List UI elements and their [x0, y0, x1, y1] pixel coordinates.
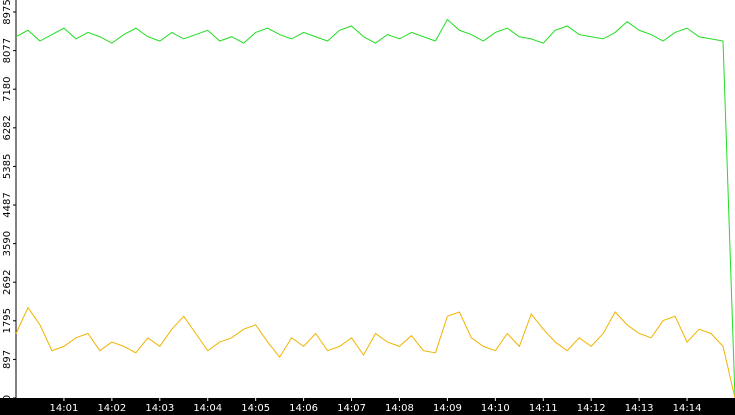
x-axis-bar: [0, 398, 735, 415]
x-tick-label: 14:07: [337, 403, 366, 414]
y-tick-label: 897: [2, 350, 13, 369]
y-tick-label: 2692: [2, 269, 13, 294]
x-tick-label: 14:02: [97, 403, 126, 414]
series-line: [15, 306, 735, 399]
x-tick-label: 14:06: [289, 403, 318, 414]
x-tick-label: 14:10: [481, 403, 510, 414]
y-tick-label: 4487: [2, 192, 13, 217]
x-tick-label: 14:03: [145, 403, 174, 414]
y-tick-label: 6282: [2, 115, 13, 140]
x-tick-label: 14:11: [529, 403, 558, 414]
x-tick-label: 14:12: [577, 403, 606, 414]
series-line: [15, 18, 735, 399]
x-tick-label: 14:14: [673, 403, 702, 414]
y-tick-label: 8975: [2, 0, 13, 25]
y-tick-label: 0: [2, 395, 13, 401]
y-tick-label: 7180: [2, 76, 13, 101]
x-tick-label: 14:09: [433, 403, 462, 414]
y-tick-label: 5385: [2, 154, 13, 179]
x-tick-label: 14:05: [241, 403, 270, 414]
x-tick-label: 14:04: [193, 403, 222, 414]
y-tick-label: 8077: [2, 38, 13, 63]
y-tick-label: 1795: [2, 308, 13, 333]
x-tick-label: 14:13: [625, 403, 654, 414]
x-tick-label: 14:01: [50, 403, 79, 414]
y-tick-label: 3590: [2, 231, 13, 256]
x-tick-label: 14:08: [385, 403, 414, 414]
